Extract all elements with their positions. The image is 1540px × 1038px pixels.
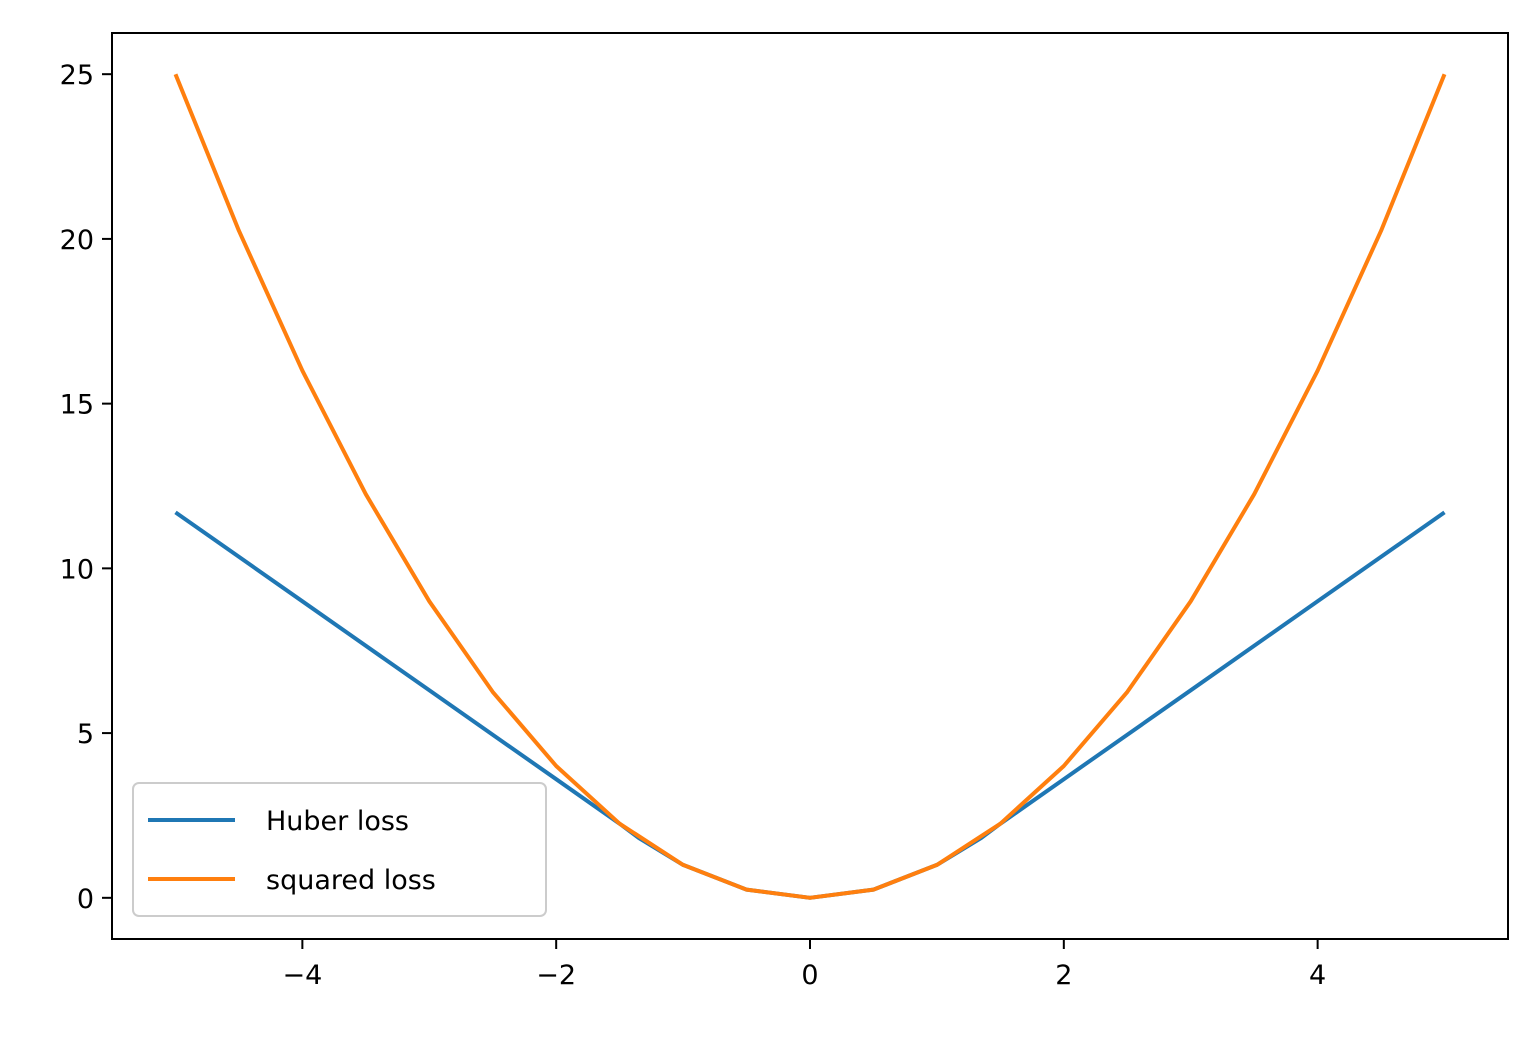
legend-label: Huber loss (266, 806, 409, 837)
series-line-squared-loss (173, 73, 1447, 900)
x-tick-label: 0 (801, 960, 818, 991)
legend-box (132, 782, 547, 917)
axes-layer: −4 −2 0 2 4 0 5 10 15 20 25 (60, 32, 1509, 991)
x-tick-label: −2 (536, 960, 576, 991)
y-tick-label: 15 (60, 390, 94, 421)
y-tick-label: 10 (60, 554, 94, 585)
legend: Huber loss squared loss (132, 782, 547, 917)
y-tick-label: 5 (77, 719, 94, 750)
x-tick-label: 4 (1309, 960, 1326, 991)
y-tick-label: 25 (60, 60, 94, 91)
x-tick-label: −4 (282, 960, 322, 991)
y-tick-label: 20 (60, 225, 94, 256)
series-layer (173, 73, 1447, 900)
legend-label: squared loss (266, 865, 436, 896)
y-tick-label: 0 (77, 884, 94, 915)
x-tick-label: 2 (1055, 960, 1072, 991)
